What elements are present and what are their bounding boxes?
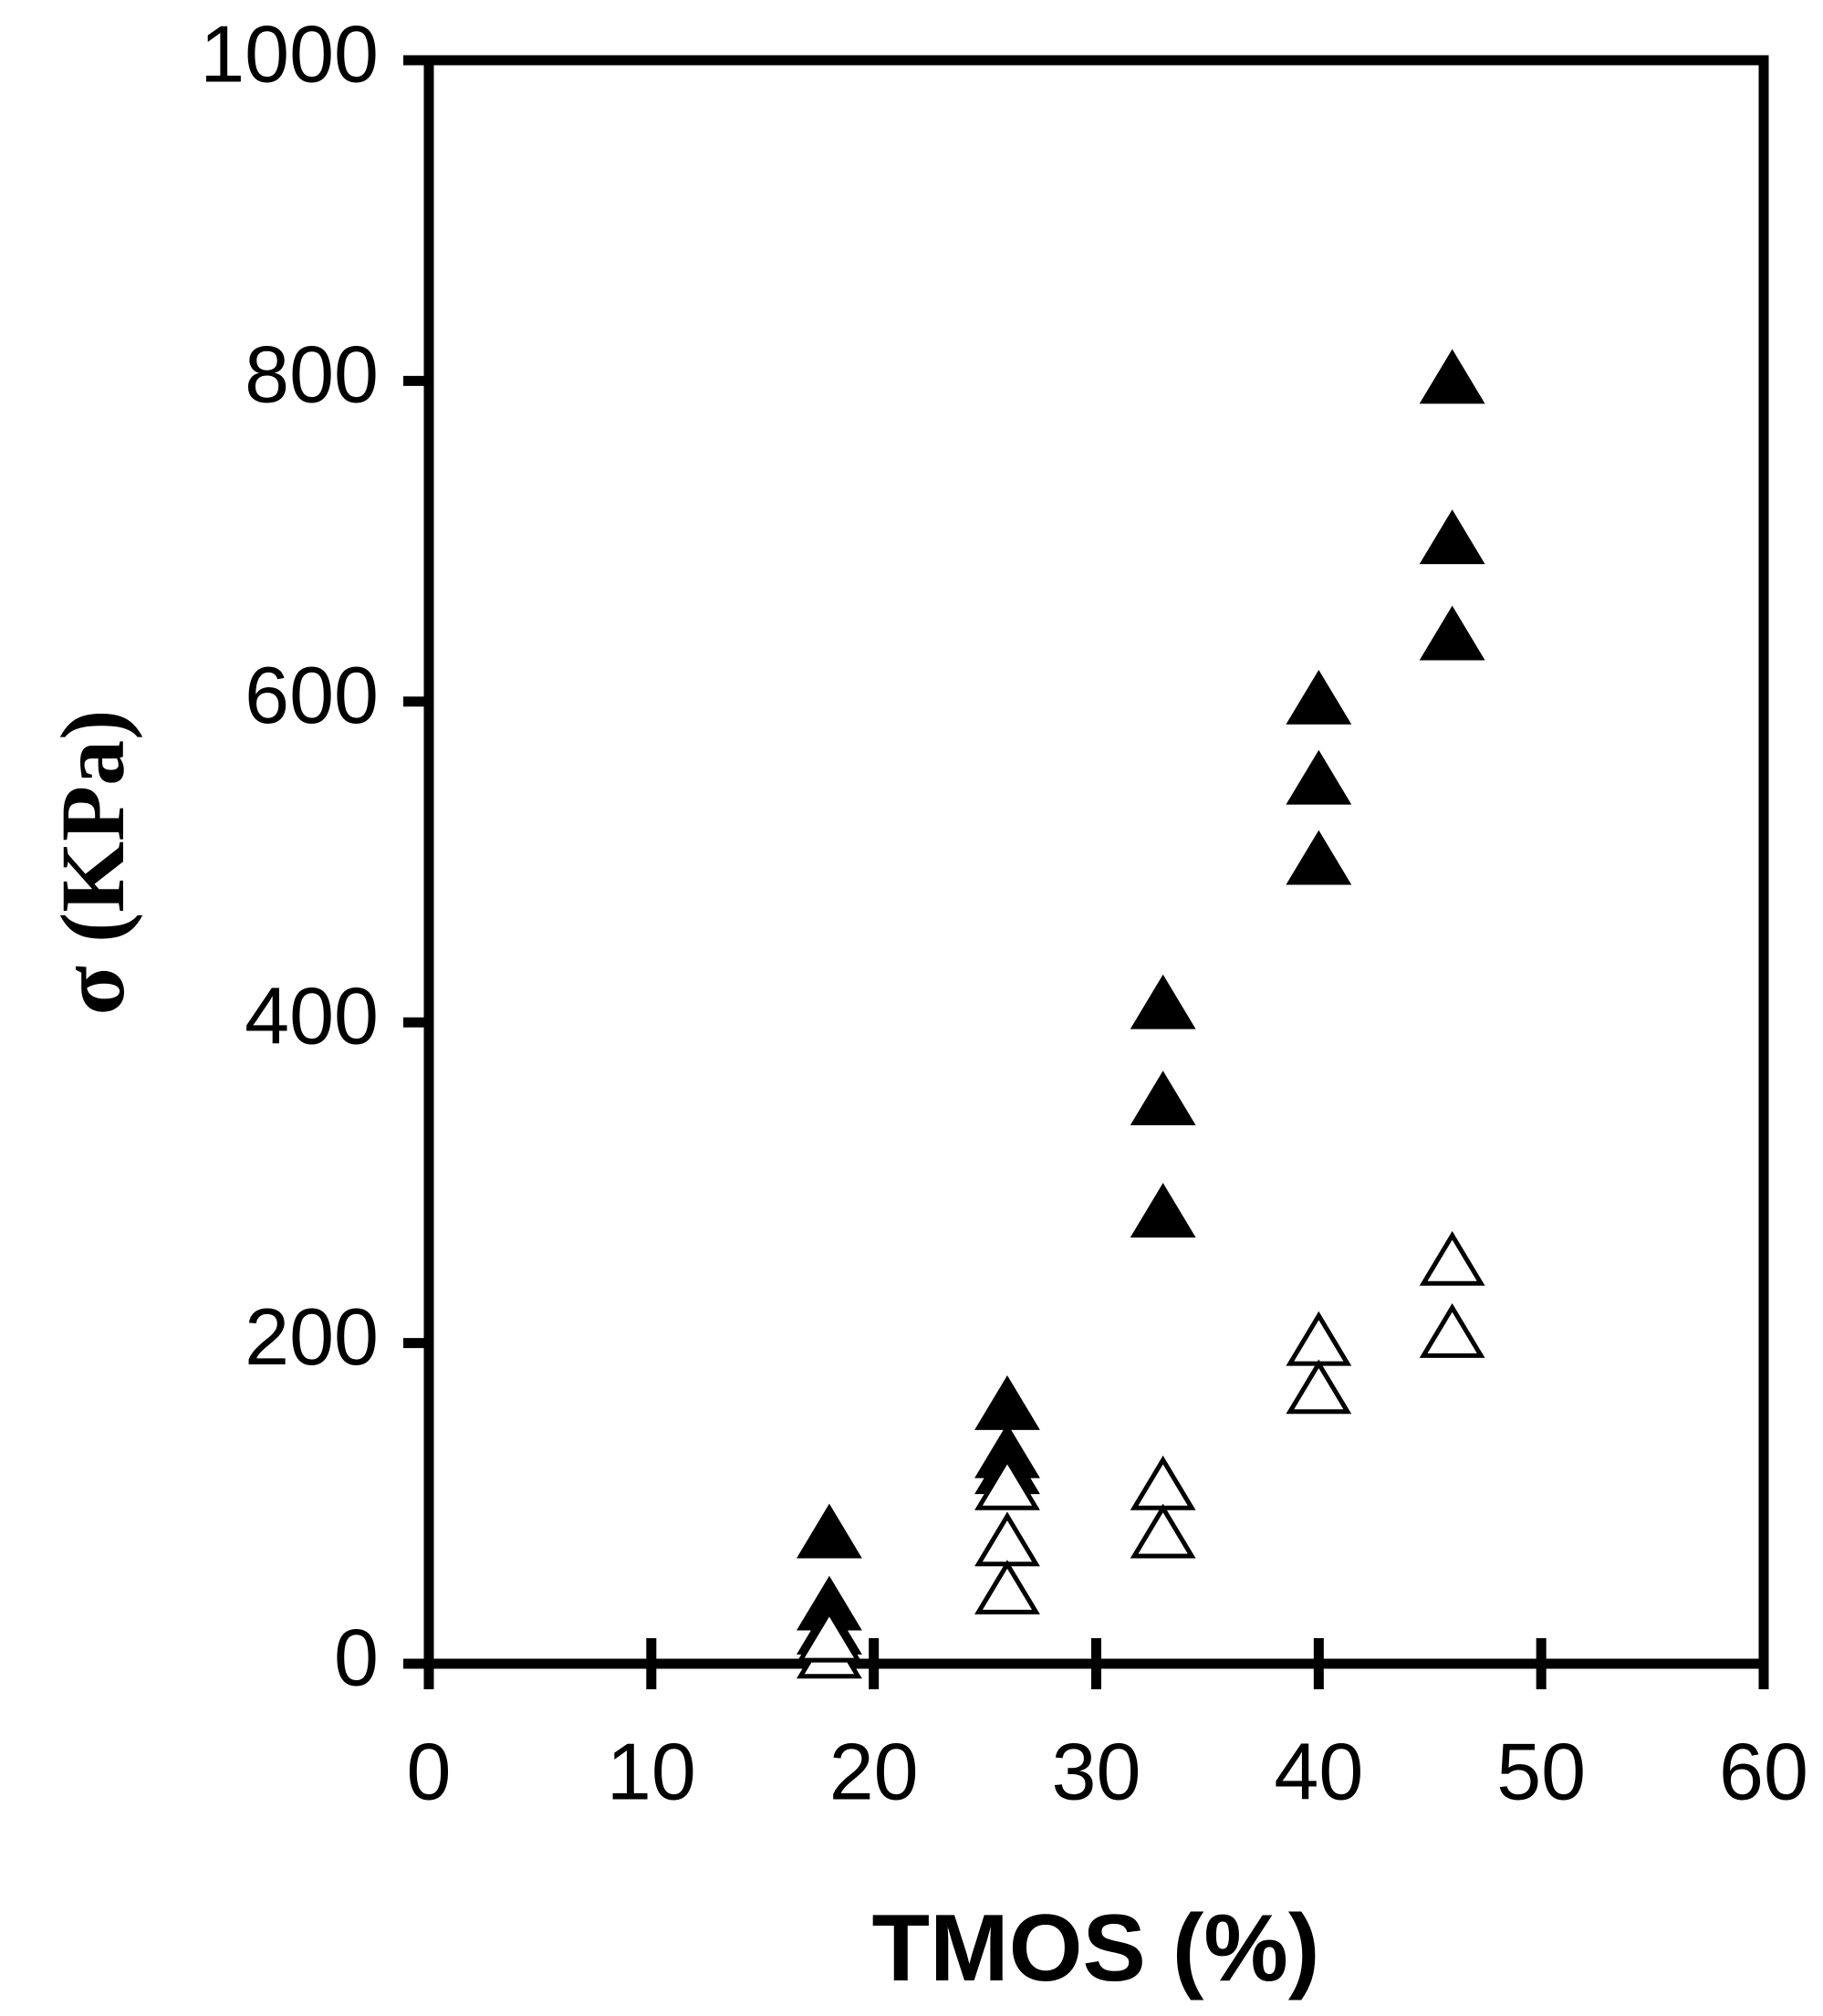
marker [974, 1375, 1040, 1430]
marker [1130, 1503, 1196, 1559]
x-tick-label: 40 [1274, 1726, 1363, 1816]
x-axis-title: TMOS (%) [871, 1896, 1319, 2001]
marker [1286, 1359, 1352, 1415]
y-tick-label: 400 [245, 970, 379, 1060]
y-tick-label: 200 [245, 1291, 379, 1382]
y-tick-label: 0 [334, 1612, 379, 1702]
marker [974, 1511, 1040, 1567]
marker [1286, 830, 1352, 885]
marker [1130, 974, 1196, 1029]
marker [1130, 1455, 1196, 1510]
marker [1419, 1230, 1485, 1286]
marker [796, 1607, 862, 1663]
marker [1130, 1071, 1196, 1126]
plot-frame [423, 55, 1769, 1669]
x-tick-label: 0 [407, 1726, 452, 1816]
x-tick-label: 30 [1052, 1726, 1141, 1816]
marker [974, 1455, 1040, 1510]
marker [1130, 1183, 1196, 1238]
marker [1286, 669, 1352, 725]
y-axis-title: σ (KPa) [42, 710, 143, 1016]
marker [1419, 1302, 1485, 1358]
x-tick-label: 60 [1719, 1726, 1808, 1816]
marker [1286, 1311, 1352, 1366]
marker [1419, 349, 1485, 404]
y-tick-label: 600 [245, 650, 379, 740]
x-tick-label: 20 [829, 1726, 919, 1816]
x-tick-label: 10 [607, 1726, 696, 1816]
marker [1419, 509, 1485, 565]
y-tick-label: 1000 [200, 8, 379, 99]
marker [796, 1503, 862, 1559]
x-tick-label: 50 [1496, 1726, 1586, 1816]
marker [974, 1560, 1040, 1614]
y-tick-label: 800 [245, 329, 379, 420]
marker [1419, 605, 1485, 661]
marker [1286, 749, 1352, 805]
